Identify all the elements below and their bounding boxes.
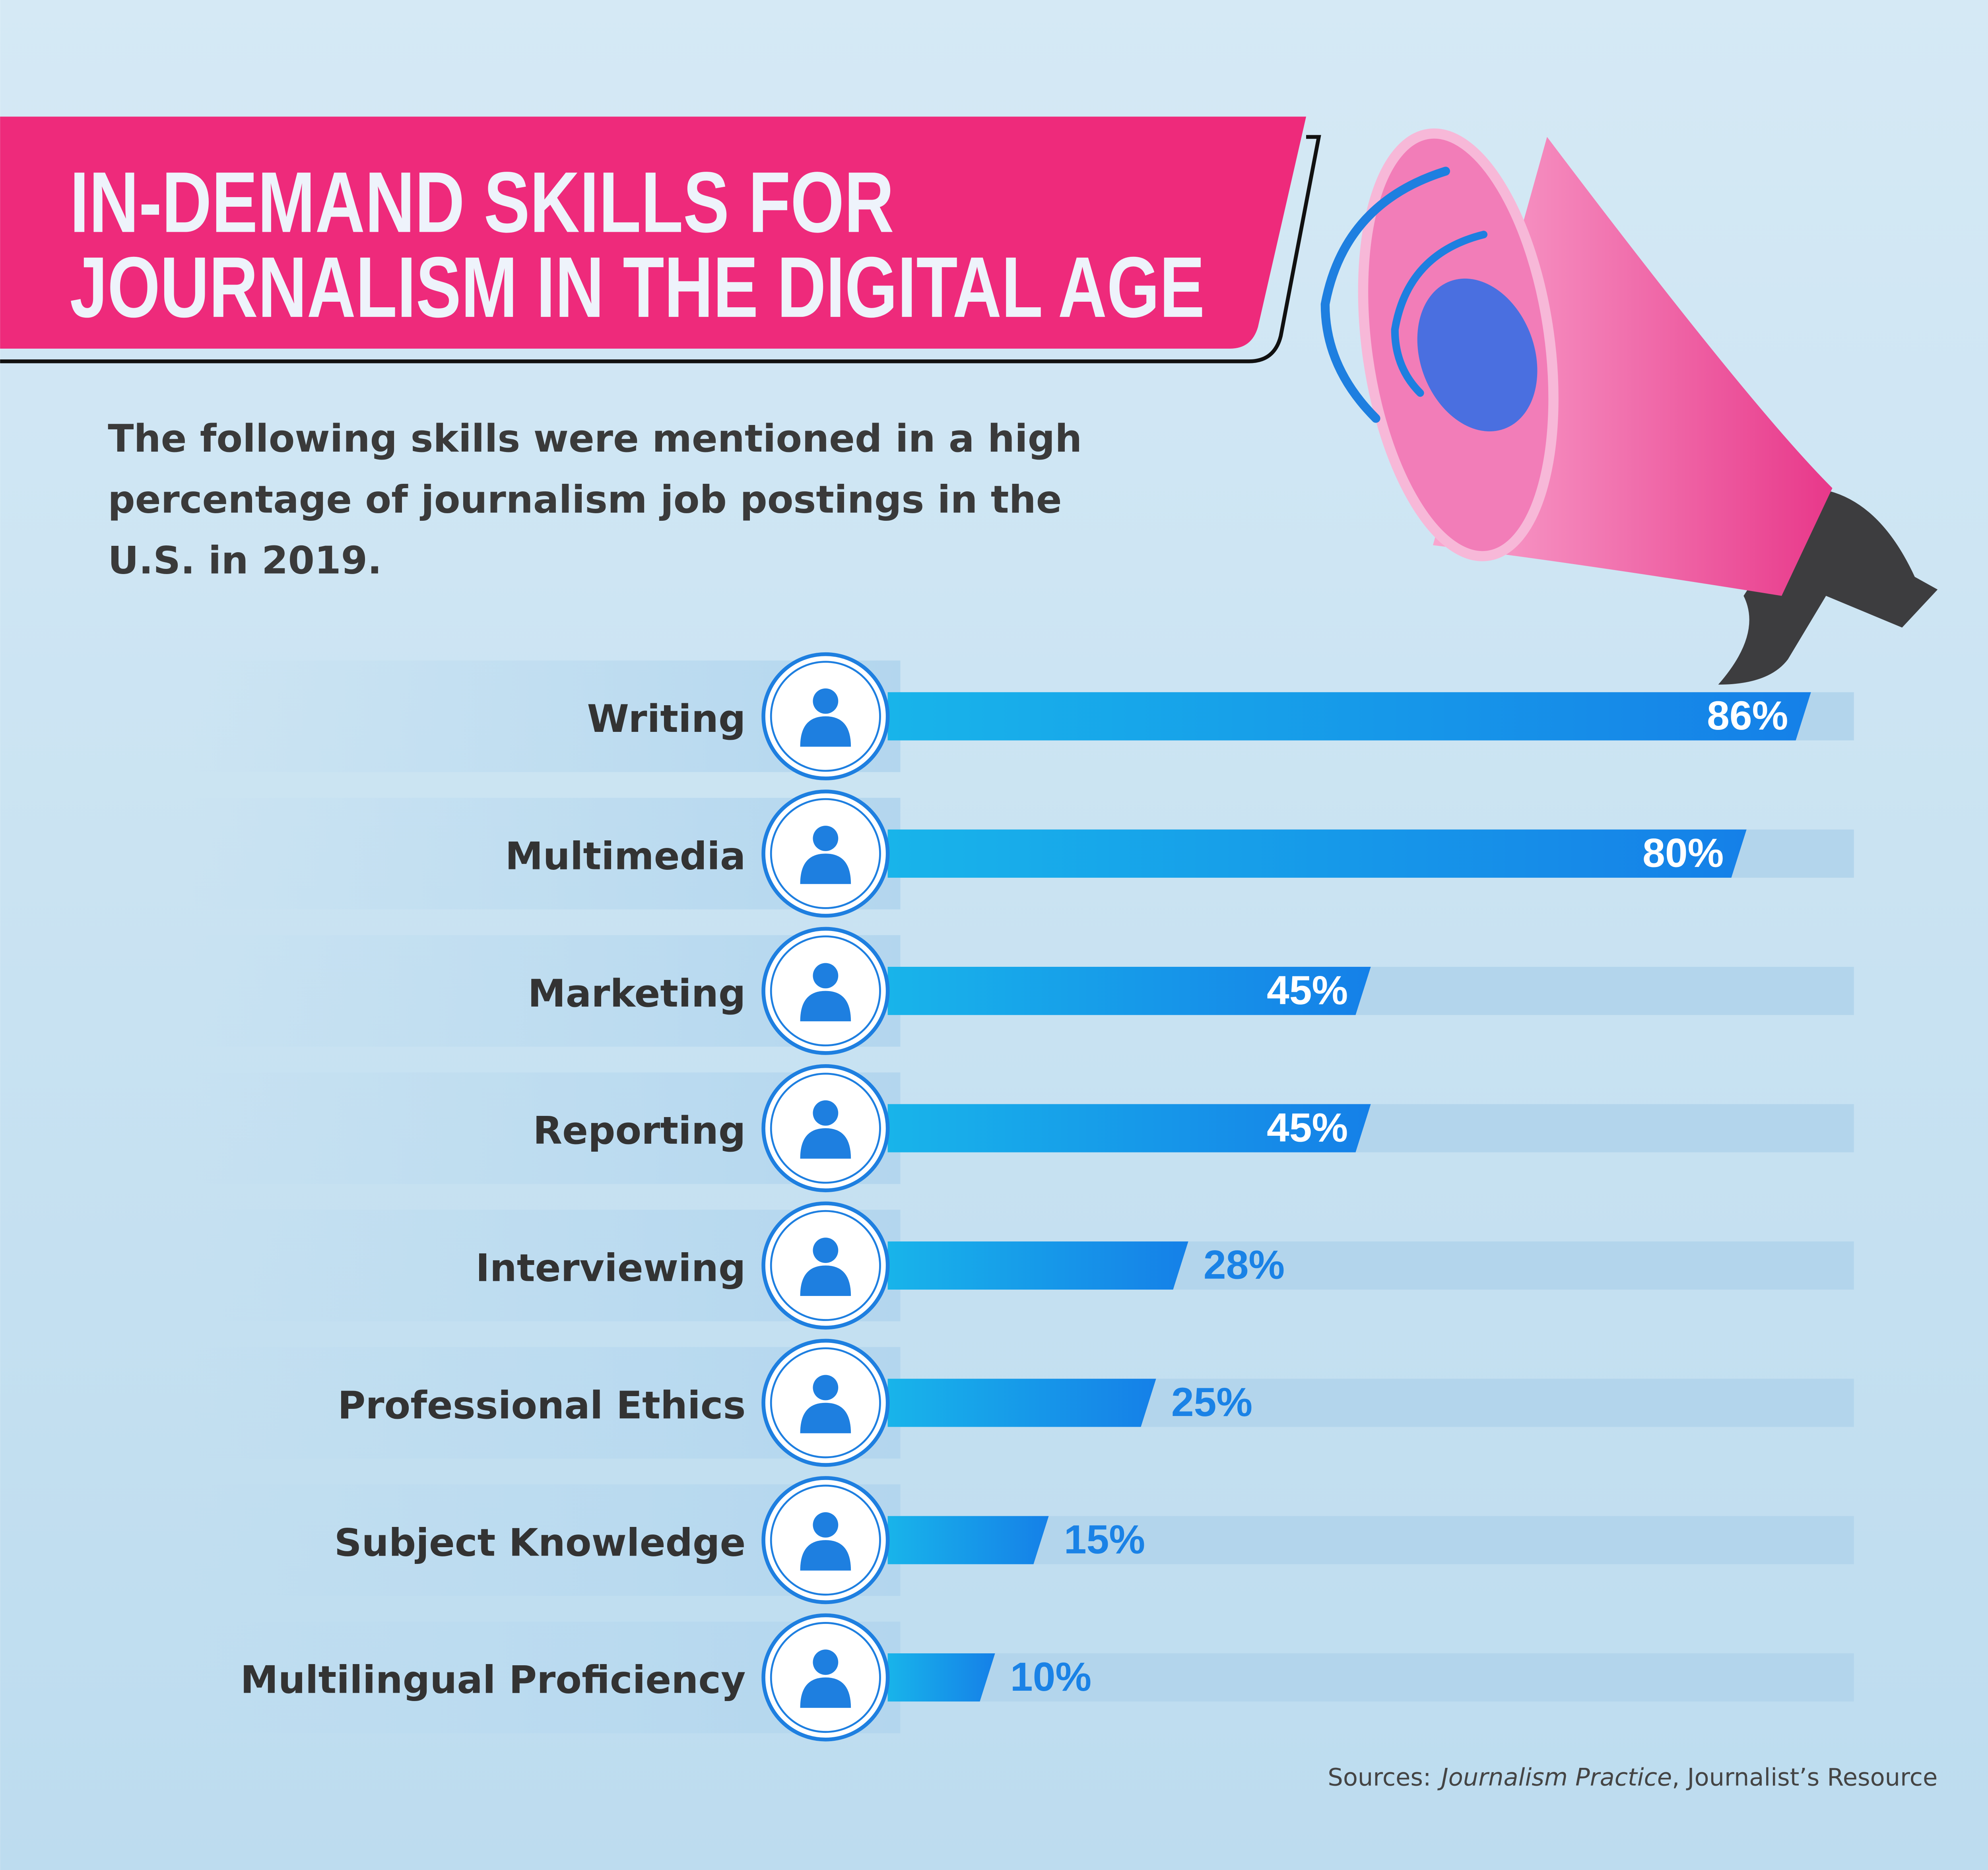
bar [887, 829, 1747, 878]
category-label: Multimedia [505, 834, 746, 878]
category-label: Reporting [533, 1108, 746, 1153]
icon-glyph [800, 1265, 851, 1296]
icon-glyph [800, 1402, 851, 1434]
category-label: Interviewing [476, 1246, 746, 1290]
rows: 86% Writing 80% Multimedia 45% Marketing 45% Re… [190, 652, 1854, 1742]
bar [887, 1104, 1371, 1152]
category-label: Marketing [528, 971, 746, 1016]
value-label: 45% [1267, 1105, 1348, 1150]
banner-outline [0, 135, 1321, 363]
icon-glyph [813, 963, 839, 989]
category-label: Subject Knowledge [334, 1520, 746, 1565]
category-label: Multilingual Proficiency [241, 1658, 746, 1702]
bar [887, 692, 1811, 741]
icon-ring [770, 1347, 881, 1459]
icon-ring [770, 935, 881, 1047]
icon-glyph [800, 1677, 851, 1708]
icon [761, 1064, 890, 1193]
icon-glyph [813, 1512, 839, 1538]
icon [761, 1201, 890, 1330]
icon-ring [770, 1073, 881, 1184]
bar [887, 1241, 1188, 1290]
banner [0, 116, 1307, 349]
chart-title: IN-DEMAND SKILLS FOR [70, 154, 894, 250]
icon-glyph [800, 716, 851, 747]
icon [761, 1338, 890, 1467]
value-label: 28% [1204, 1242, 1285, 1288]
icon-ring [770, 1484, 881, 1596]
icon-glyph [813, 688, 839, 714]
icon-glyph [813, 826, 839, 851]
category-label: Writing [587, 696, 746, 741]
bar [887, 1653, 995, 1702]
bar-track [887, 1653, 1854, 1702]
icon [761, 790, 890, 918]
icon-circle [761, 1613, 890, 1742]
icon-ring [770, 661, 881, 772]
icon-glyph [813, 1375, 839, 1401]
icon [761, 1613, 890, 1742]
chart-title: JOURNALISM IN THE DIGITAL AGE [70, 239, 1205, 335]
subtitle: U.S. in 2019. [108, 538, 382, 582]
bar [887, 1379, 1156, 1427]
value-label: 80% [1642, 830, 1724, 876]
subtitle: percentage of journalism job postings in… [108, 477, 1062, 522]
icon-glyph [800, 991, 851, 1022]
icon-glyph [813, 1238, 839, 1263]
value-label: 10% [1010, 1654, 1091, 1699]
icon [761, 927, 890, 1055]
category-label: Professional Ethics [338, 1383, 746, 1428]
value-label: 86% [1707, 693, 1788, 738]
source-item: Journalism Practice [1437, 1763, 1672, 1791]
icon-glyph [800, 1128, 851, 1159]
bar [887, 967, 1371, 1015]
icon-ring [770, 798, 881, 909]
subtitle: The following skills were mentioned in a… [108, 416, 1082, 461]
icon-glyph [813, 1649, 839, 1675]
icon-glyph [813, 1100, 839, 1126]
icon [761, 652, 890, 780]
megaphone [1320, 128, 1938, 685]
value-label: 45% [1267, 968, 1348, 1013]
bar-track [887, 1516, 1854, 1564]
icon-ring [770, 1210, 881, 1321]
icon [761, 1476, 890, 1604]
source-item: , Journalist’s Resource [1672, 1763, 1938, 1791]
value-label: 15% [1064, 1517, 1145, 1562]
source: Sources: Journalism Practice, Journalist’… [1328, 1763, 1938, 1791]
bar [887, 1516, 1049, 1564]
icon-glyph [800, 1540, 851, 1571]
value-label: 25% [1171, 1379, 1252, 1425]
icon-ring [770, 1622, 881, 1733]
source-label: Sources: [1328, 1763, 1431, 1791]
icon-glyph [800, 854, 851, 884]
